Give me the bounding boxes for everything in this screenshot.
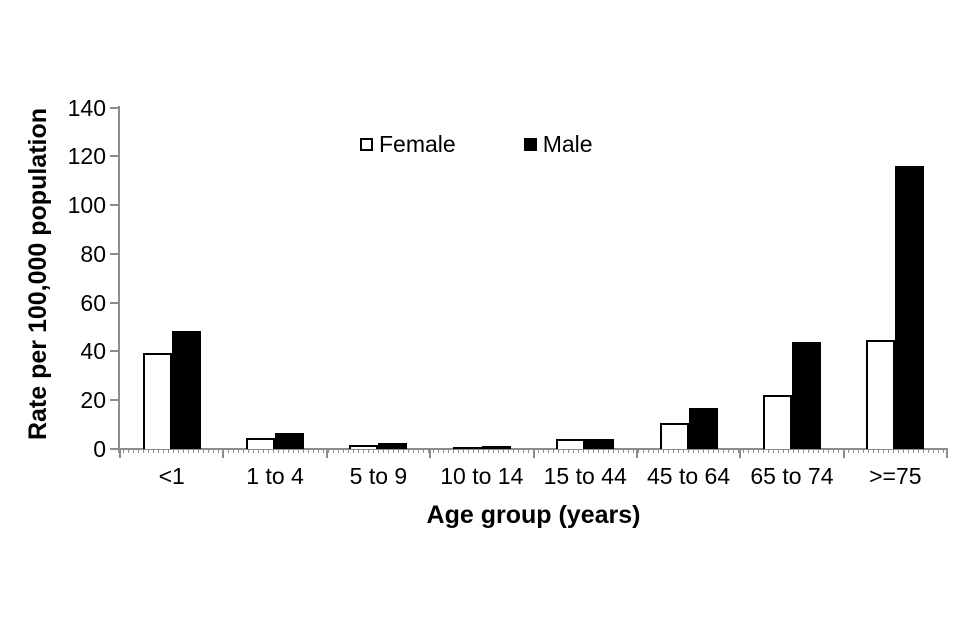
x-tick-label: 1 to 4 — [246, 463, 304, 489]
bar-female-8 — [866, 340, 896, 449]
bar-male-2 — [275, 433, 305, 449]
bar-male-4 — [481, 445, 511, 449]
x-tick-mark — [119, 449, 121, 458]
y-tick-label: 100 — [67, 192, 106, 219]
x-tick-mark — [325, 449, 328, 458]
y-tick-mark — [110, 252, 118, 255]
y-tick-mark — [110, 301, 118, 304]
x-tick-mark — [842, 449, 845, 458]
x-tick-mark — [429, 449, 432, 458]
y-tick-label: 80 — [80, 240, 106, 267]
x-tick-label: 15 to 44 — [543, 463, 627, 489]
legend-label-female: Female — [379, 131, 456, 157]
x-tick-mark — [946, 449, 948, 458]
bar-female-1 — [142, 352, 172, 449]
bar-male-3 — [378, 442, 408, 449]
y-axis-line — [118, 106, 120, 450]
bar-male-6 — [688, 407, 718, 449]
legend: Female Male — [360, 131, 593, 157]
legend-swatch-female — [360, 137, 373, 151]
legend-item-male: Male — [523, 131, 593, 157]
y-tick-mark — [110, 350, 118, 353]
legend-swatch-male — [523, 137, 537, 151]
x-tick-label: 65 to 74 — [750, 463, 834, 489]
legend-label-male: Male — [542, 131, 593, 157]
x-tick-mark — [635, 449, 638, 458]
x-axis-title: Age group (years) — [426, 501, 641, 529]
x-tick-label: 10 to 14 — [440, 463, 524, 489]
y-axis-title: Rate per 100,000 population — [24, 107, 52, 441]
y-tick-mark — [110, 204, 118, 207]
y-tick-label: 120 — [67, 143, 106, 170]
y-tick-mark — [110, 106, 118, 109]
bar-female-4 — [452, 446, 482, 449]
bar-female-5 — [556, 438, 586, 449]
x-tick-mark — [222, 449, 225, 458]
y-tick-label: 140 — [67, 94, 106, 121]
x-tick-mark — [532, 449, 535, 458]
x-tick-label: 45 to 64 — [646, 463, 731, 489]
x-tick-mark — [739, 449, 742, 458]
y-tick-label: 60 — [80, 289, 106, 316]
y-tick-label: 40 — [80, 338, 106, 365]
y-tick-label: 20 — [80, 387, 106, 414]
bar-male-1 — [171, 330, 201, 449]
x-tick-label: <1 — [158, 463, 185, 489]
bar-female-6 — [659, 423, 689, 449]
y-tick-label: 0 — [93, 436, 106, 462]
legend-item-female: Female — [360, 131, 456, 157]
bar-female-3 — [349, 444, 379, 449]
y-tick-mark — [110, 399, 118, 402]
x-tick-label: >=75 — [869, 463, 922, 489]
x-tick-label: 5 to 9 — [349, 463, 408, 489]
bar-female-7 — [762, 395, 792, 449]
bar-male-7 — [791, 341, 821, 449]
bar-male-5 — [585, 439, 615, 449]
y-tick-mark — [110, 448, 118, 450]
bar-male-8 — [895, 166, 925, 449]
bar-female-2 — [246, 438, 276, 449]
y-tick-mark — [110, 155, 118, 158]
